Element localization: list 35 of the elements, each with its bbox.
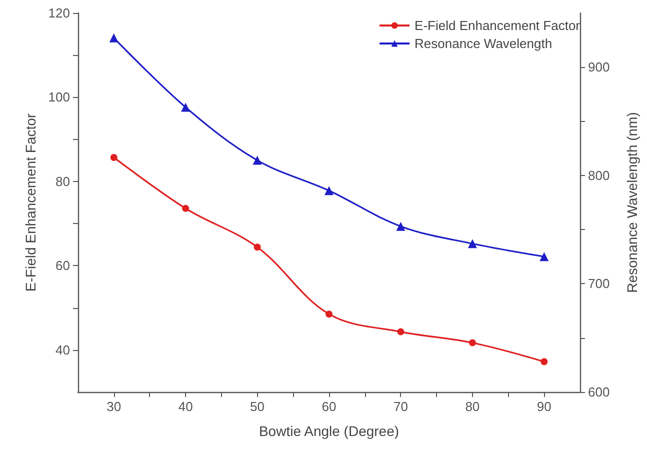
point xyxy=(468,339,476,346)
point xyxy=(326,310,332,318)
y-tick-label: 100 xyxy=(48,90,70,105)
x-tick-label: 80 xyxy=(465,399,480,414)
point xyxy=(468,239,477,248)
point xyxy=(396,222,406,231)
point xyxy=(110,154,118,161)
y-tick-label: 80 xyxy=(56,174,70,189)
y-axis-title: E-Field Enhancement Factor xyxy=(22,113,38,292)
y-tick-label: 60 xyxy=(56,258,70,274)
point xyxy=(109,33,118,42)
y-tick-label: 120 xyxy=(48,6,70,20)
point xyxy=(324,186,334,196)
x-tick-label: 30 xyxy=(106,399,122,414)
x-axis-title: Bowtie Angle (Degree) xyxy=(258,423,400,439)
y-tick-label: 40 xyxy=(56,342,70,358)
point xyxy=(540,358,548,366)
y2-tick-label: 700 xyxy=(588,276,610,292)
point xyxy=(252,156,262,165)
x-tick-label: 90 xyxy=(536,399,552,414)
point xyxy=(397,328,404,336)
x-tick-label: 60 xyxy=(322,399,336,414)
point xyxy=(254,244,261,251)
point xyxy=(181,102,190,112)
legend-label: Resonance Wavelength xyxy=(414,36,552,51)
x-tick-label: 50 xyxy=(250,399,265,414)
y2-tick-label: 800 xyxy=(588,168,610,183)
point xyxy=(540,252,549,262)
x-tick-label: 70 xyxy=(393,399,408,414)
legend-label: E-Field Enhancement Factor xyxy=(414,18,581,33)
point xyxy=(182,204,190,212)
y2-axis-title: Resonance Wavelength (nm) xyxy=(624,112,640,293)
y2-tick-label: 900 xyxy=(588,60,610,75)
y2-tick-label: 600 xyxy=(588,384,610,400)
x-tick-label: 40 xyxy=(178,399,193,414)
